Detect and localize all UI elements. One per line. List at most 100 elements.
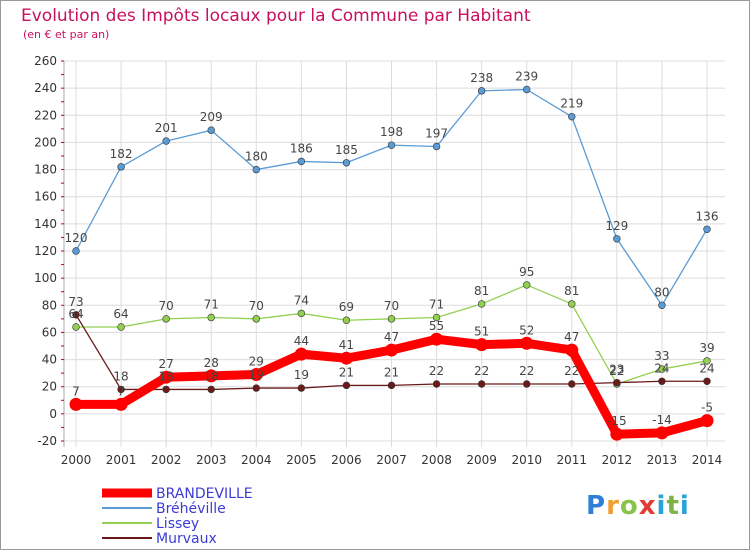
- data-label: 22: [519, 364, 534, 378]
- data-point: [565, 343, 579, 357]
- data-point: [207, 385, 215, 394]
- data-label: 19: [294, 368, 309, 382]
- data-point: [387, 381, 396, 390]
- data-label: 23: [609, 363, 624, 377]
- data-point: [432, 142, 441, 151]
- data-point: [387, 315, 396, 323]
- data-point: [249, 368, 263, 381]
- legend-label: BRANDEVILLE: [156, 486, 253, 502]
- data-label: 69: [339, 300, 354, 314]
- data-label: 52: [519, 323, 534, 337]
- data-point: [568, 300, 576, 308]
- data-label: 28: [204, 356, 219, 370]
- data-label: 81: [474, 284, 489, 298]
- data-point: [114, 397, 128, 411]
- x-tick-label: 2008: [421, 453, 452, 467]
- x-tick-label: 2014: [692, 453, 723, 467]
- data-label: 80: [654, 285, 669, 299]
- data-point: [568, 112, 576, 121]
- data-label: 209: [200, 110, 223, 124]
- data-point: [207, 313, 215, 322]
- data-label: 39: [699, 341, 714, 355]
- data-point: [159, 370, 173, 384]
- data-label: 182: [110, 147, 133, 161]
- data-point: [432, 380, 441, 388]
- data-point: [207, 126, 215, 134]
- data-point: [342, 316, 351, 324]
- data-label: 7: [117, 384, 125, 398]
- data-point: [385, 343, 398, 357]
- data-point: [162, 315, 170, 323]
- data-point: [339, 351, 353, 365]
- data-point: [342, 381, 351, 390]
- data-label: -5: [701, 401, 713, 415]
- data-label: -14: [652, 413, 672, 427]
- chart-title: Evolution des Impôts locaux pour la Comm…: [21, 6, 531, 26]
- data-point: [520, 336, 534, 350]
- x-tick-label: 2000: [61, 453, 92, 467]
- data-point: [523, 85, 531, 94]
- data-label: 129: [605, 219, 628, 233]
- data-label: 95: [519, 265, 534, 279]
- x-tick-label: 2002: [151, 453, 182, 467]
- data-point: [610, 427, 624, 441]
- data-label: 64: [113, 307, 128, 321]
- data-point: [297, 309, 306, 318]
- x-tick-label: 2010: [511, 453, 542, 467]
- legend-label: Murvaux: [156, 531, 217, 547]
- y-tick-label: 20: [42, 380, 57, 394]
- data-point: [162, 385, 170, 394]
- data-point: [252, 165, 260, 174]
- data-point: [117, 323, 125, 331]
- data-label: 70: [249, 299, 264, 313]
- x-tick-label: 2011: [557, 453, 588, 467]
- data-label: 70: [384, 299, 399, 313]
- data-point: [204, 369, 218, 383]
- data-point: [162, 137, 170, 145]
- data-label: 7: [72, 384, 80, 398]
- data-label: 18: [204, 369, 219, 383]
- data-point: [655, 426, 669, 440]
- data-label: 41: [339, 338, 354, 352]
- data-label: 64: [68, 307, 83, 321]
- data-label: 24: [654, 361, 669, 375]
- data-label: 219: [560, 97, 583, 111]
- data-point: [475, 338, 489, 352]
- data-label: 55: [429, 319, 444, 333]
- data-point: [477, 87, 486, 95]
- data-point: [342, 159, 351, 167]
- data-point: [700, 414, 714, 428]
- y-tick-label: 140: [34, 217, 57, 231]
- data-label: 198: [380, 125, 403, 139]
- data-point: [117, 385, 125, 394]
- y-tick-label: 120: [34, 244, 57, 258]
- data-label: -15: [607, 414, 627, 428]
- x-tick-label: 2009: [466, 453, 497, 467]
- data-point: [703, 225, 711, 233]
- y-tick-label: 260: [34, 54, 57, 68]
- x-tick-label: 2003: [196, 453, 227, 467]
- data-point: [387, 141, 396, 149]
- data-label: 186: [290, 141, 313, 155]
- data-point: [658, 365, 666, 373]
- data-point: [658, 377, 666, 385]
- data-label: 22: [429, 364, 444, 378]
- data-point: [72, 247, 80, 255]
- data-point: [294, 347, 308, 361]
- data-label: 18: [159, 369, 174, 383]
- data-point: [252, 384, 260, 392]
- x-tick-label: 2004: [241, 453, 272, 467]
- data-point: [477, 380, 486, 388]
- data-point: [703, 377, 711, 385]
- data-point: [72, 323, 80, 331]
- data-point: [703, 357, 711, 365]
- y-tick-label: 80: [42, 298, 57, 312]
- data-label: 33: [654, 349, 669, 363]
- data-point: [430, 332, 444, 346]
- data-label: 24: [699, 361, 714, 375]
- y-tick-label: -20: [37, 434, 57, 448]
- data-point: [72, 311, 80, 319]
- data-point: [297, 384, 306, 392]
- data-label: 180: [245, 150, 268, 164]
